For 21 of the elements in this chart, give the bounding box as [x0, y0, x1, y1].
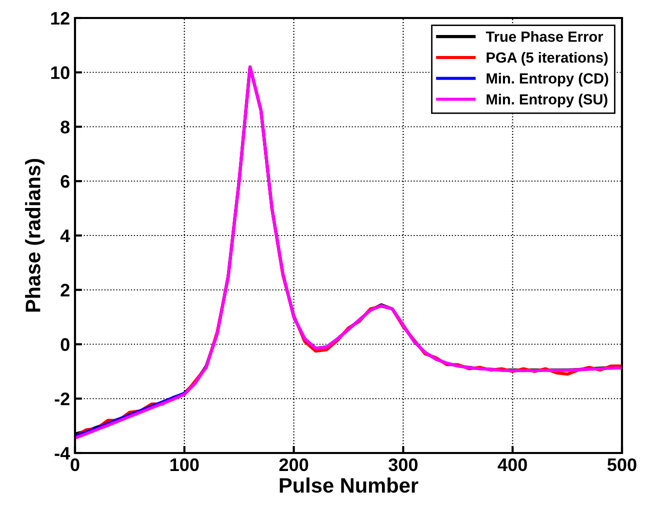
y-tick-label: 12 [51, 12, 70, 25]
y-axis-title: Phase (radians) [25, 158, 44, 312]
y-tick-label: 4 [60, 230, 70, 242]
x-tick-label: 200 [279, 458, 308, 472]
y-tick-label: 10 [51, 66, 70, 80]
legend-label: PGA (5 iterations) [486, 52, 608, 66]
x-tick-label: 100 [170, 458, 199, 472]
y-tick-label: -2 [54, 392, 70, 406]
y-tick-label: 2 [60, 284, 70, 296]
y-tick-label: 0 [60, 338, 70, 351]
legend-label: True Phase Error [486, 31, 604, 42]
y-tick-label: 8 [60, 120, 70, 134]
x-tick-label: 300 [388, 458, 418, 472]
y-tick-label: 6 [60, 175, 70, 188]
legend-label: Min. Entropy (CD) [486, 72, 608, 86]
x-axis-title: Pulse Number [280, 477, 418, 493]
y-tick-label: -4 [54, 447, 70, 460]
x-tick-label: 0 [70, 458, 80, 472]
x-tick-label: 400 [498, 458, 527, 472]
x-tick-label: 500 [607, 458, 636, 472]
legend-label: Min. Entropy (SU) [486, 94, 608, 108]
